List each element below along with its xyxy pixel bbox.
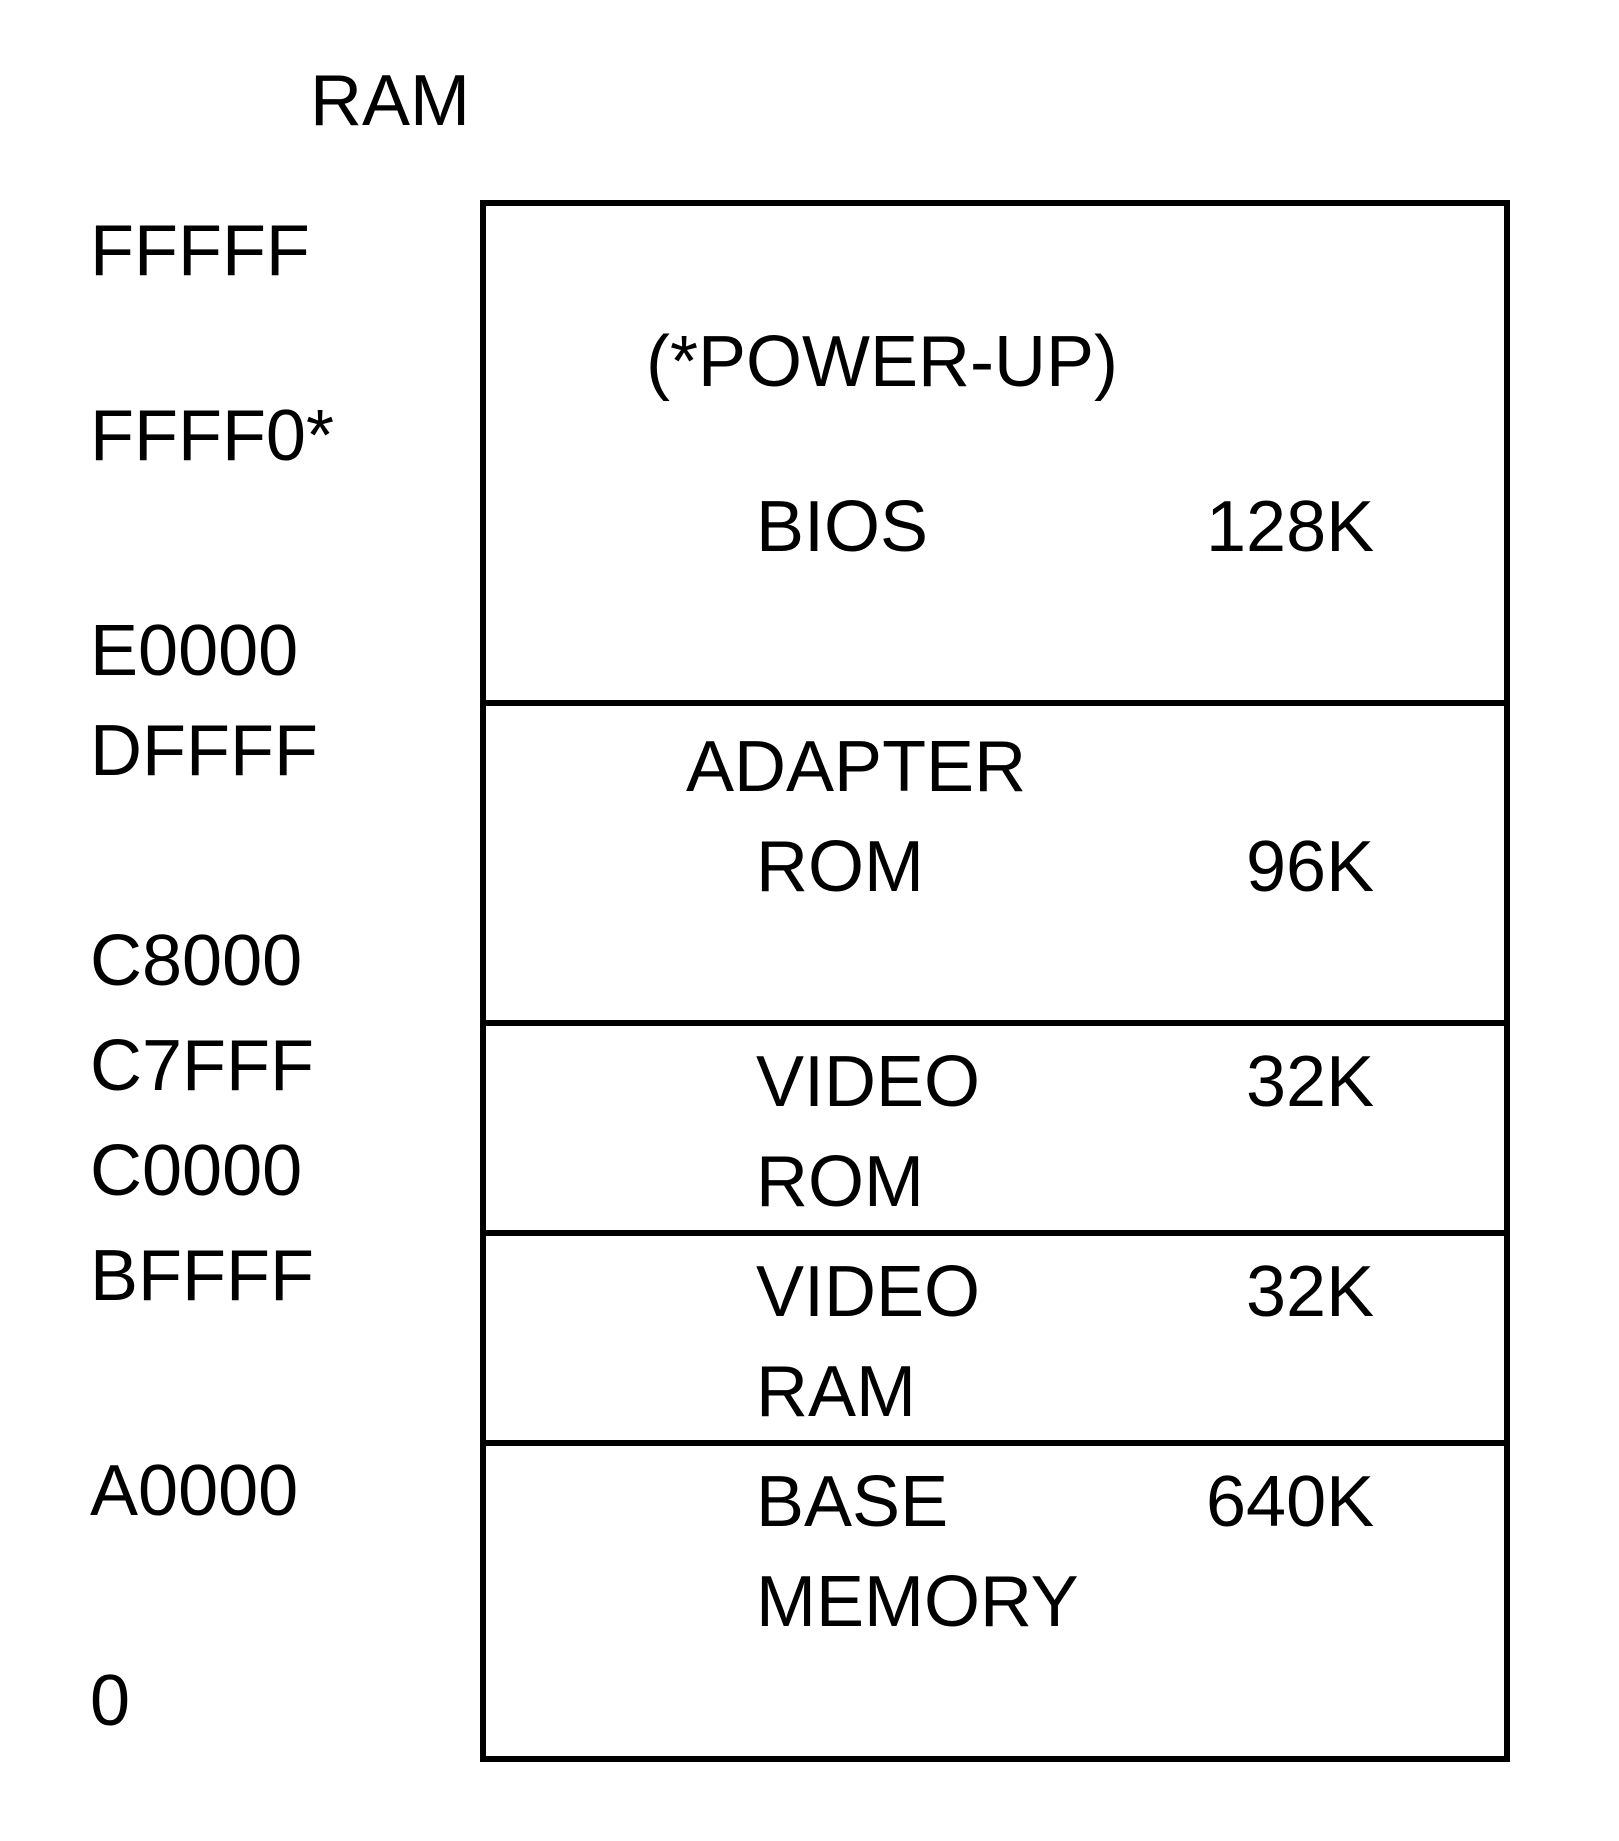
address-label: C0000: [90, 1130, 302, 1212]
region-name2: MEMORY: [756, 1561, 1079, 1643]
region-size: 96K: [1246, 826, 1374, 908]
region-size: 32K: [1246, 1251, 1374, 1333]
region-name2: ROM: [756, 1141, 924, 1223]
region-name2: RAM: [756, 1351, 916, 1433]
region-name: BIOS: [756, 486, 928, 568]
address-label: C8000: [90, 920, 302, 1002]
table-row: (*POWER-UP) BIOS 128K: [486, 206, 1504, 706]
region-name: VIDEO: [756, 1041, 980, 1123]
region-name: ADAPTER: [686, 726, 1026, 808]
address-label: A0000: [90, 1450, 298, 1532]
region-name2: ROM: [756, 826, 924, 908]
address-label: FFFF0*: [90, 395, 334, 477]
region-size: 640K: [1206, 1461, 1374, 1543]
table-row: ADAPTER ROM 96K: [486, 706, 1504, 1026]
address-label: E0000: [90, 610, 298, 692]
address-label: DFFFF: [90, 710, 318, 792]
table-row: VIDEO ROM 32K: [486, 1026, 1504, 1236]
address-label: C7FFF: [90, 1025, 314, 1107]
region-note: (*POWER-UP): [646, 321, 1118, 403]
region-size: 128K: [1206, 486, 1374, 568]
table-row: BASE MEMORY 640K: [486, 1446, 1504, 1756]
memory-map-diagram: RAM FFFFF FFFF0* E0000 DFFFF C8000 C7FFF…: [0, 0, 1619, 1841]
address-label: BFFFF: [90, 1235, 314, 1317]
address-label: 0: [90, 1660, 130, 1742]
diagram-title: RAM: [310, 60, 470, 142]
region-size: 32K: [1246, 1041, 1374, 1123]
region-name: VIDEO: [756, 1251, 980, 1333]
table-row: VIDEO RAM 32K: [486, 1236, 1504, 1446]
region-name: BASE: [756, 1461, 948, 1543]
address-label: FFFFF: [90, 210, 310, 292]
memory-table: (*POWER-UP) BIOS 128K ADAPTER ROM 96K VI…: [480, 200, 1510, 1762]
